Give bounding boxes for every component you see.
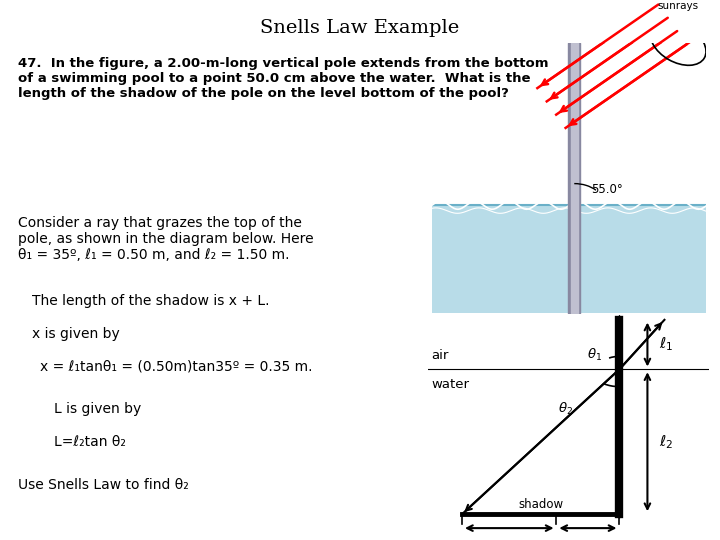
Bar xyxy=(432,43,706,205)
Text: Use Snells Law to find θ₂: Use Snells Law to find θ₂ xyxy=(18,478,189,492)
Text: 47.  In the figure, a 2.00-m-long vertical pole extends from the bottom
of a swi: 47. In the figure, a 2.00-m-long vertica… xyxy=(18,57,549,100)
Text: $\theta_1$: $\theta_1$ xyxy=(587,347,602,363)
Bar xyxy=(432,205,706,313)
Text: Consider a ray that grazes the top of the
pole, as shown in the diagram below. H: Consider a ray that grazes the top of th… xyxy=(18,216,314,262)
Text: The length of the shadow is x + L.: The length of the shadow is x + L. xyxy=(32,294,270,308)
Text: x is given by: x is given by xyxy=(32,327,120,341)
Text: air: air xyxy=(431,349,449,362)
Text: $\theta_2$: $\theta_2$ xyxy=(557,401,572,417)
Text: Blocked
sunrays: Blocked sunrays xyxy=(657,0,699,11)
Text: x = ℓ₁tanθ₁ = (0.50m)tan35º = 0.35 m.: x = ℓ₁tanθ₁ = (0.50m)tan35º = 0.35 m. xyxy=(40,359,312,373)
Text: L is given by: L is given by xyxy=(54,402,141,416)
Text: $\ell_2$: $\ell_2$ xyxy=(659,433,672,450)
Text: shadow: shadow xyxy=(518,498,563,511)
Text: water: water xyxy=(431,378,469,391)
Text: Snells Law Example: Snells Law Example xyxy=(261,19,459,37)
Text: L=ℓ₂tan θ₂: L=ℓ₂tan θ₂ xyxy=(54,435,126,449)
Text: $\ell_1$: $\ell_1$ xyxy=(659,336,673,353)
Text: 55.0°: 55.0° xyxy=(590,183,622,196)
